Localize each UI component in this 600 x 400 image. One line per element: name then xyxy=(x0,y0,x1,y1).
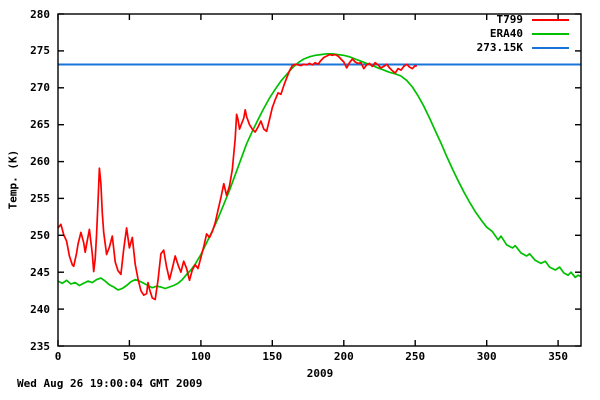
legend-item-era40: ERA40 xyxy=(477,27,569,41)
legend-line-sample-red xyxy=(532,19,569,21)
x-tick-label: 150 xyxy=(262,350,283,363)
y-tick-label: 275 xyxy=(30,44,50,58)
x-tick-label: 200 xyxy=(333,350,354,363)
y-tick-label: 255 xyxy=(30,191,50,205)
legend-line-sample-blue xyxy=(532,47,569,49)
y-tick-label: 280 xyxy=(30,7,50,21)
y-tick-label: 240 xyxy=(30,302,50,316)
x-tick-label: 0 xyxy=(54,350,62,363)
y-tick-label: 250 xyxy=(30,228,50,242)
legend: T799 ERA40 273.15K xyxy=(477,13,569,55)
y-tick-label: 260 xyxy=(30,155,50,169)
y-axis-title: Temp. (K) xyxy=(6,149,20,210)
y-tick-label: 245 xyxy=(30,265,50,279)
legend-line-sample-green xyxy=(532,33,569,35)
y-tick-label: 270 xyxy=(30,81,50,95)
legend-item-freezing: 273.15K xyxy=(477,41,569,55)
plot-timestamp: Wed Aug 26 19:00:04 GMT 2009 xyxy=(17,377,203,390)
y-tick-label: 265 xyxy=(30,118,50,132)
x-tick-label: 300 xyxy=(476,350,497,363)
x-tick-label: 50 xyxy=(122,350,137,363)
legend-item-t799: T799 xyxy=(477,13,569,27)
legend-label-freezing: 273.15K xyxy=(476,41,523,54)
legend-label-era40: ERA40 xyxy=(489,27,523,40)
x-tick-label: 100 xyxy=(190,350,211,363)
y-tick-label: 235 xyxy=(30,339,50,353)
x-tick-label: 350 xyxy=(548,350,569,363)
x-tick-label: 250 xyxy=(405,350,426,363)
x-axis-title: 2009 xyxy=(306,367,334,380)
legend-label-t799: T799 xyxy=(496,13,524,26)
